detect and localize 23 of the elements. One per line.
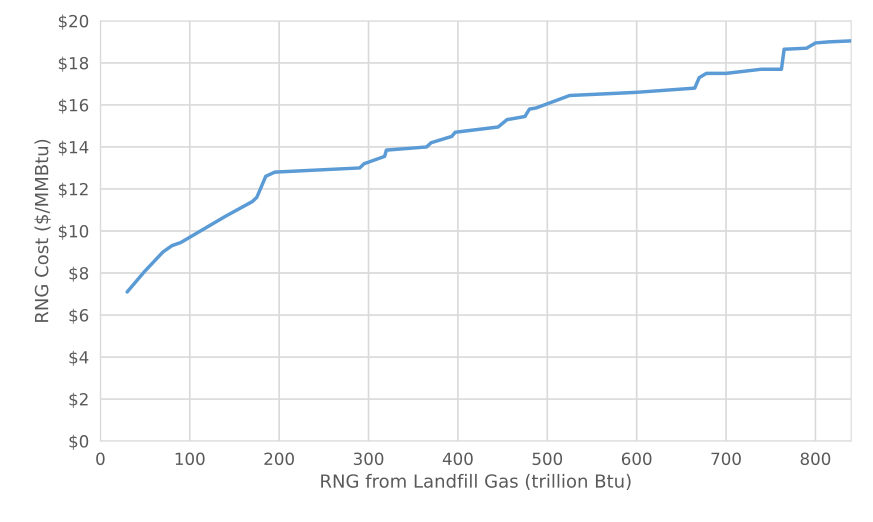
y-tick-label: $10 [58, 224, 88, 240]
y-tick-label: $4 [69, 350, 88, 366]
y-tick-label: $14 [58, 140, 88, 156]
x-tick-label: 500 [532, 452, 562, 466]
line-series [125, 39, 852, 294]
y-tick-label: $16 [58, 98, 88, 114]
x-tick-label: 300 [354, 452, 384, 466]
y-tick-label: $20 [58, 14, 88, 30]
y-tick-label: $0 [69, 434, 88, 450]
x-tick-label: 400 [442, 452, 473, 466]
y-tick-label: $8 [69, 266, 88, 282]
x-tick-label: 200 [264, 452, 294, 466]
x-axis-title: RNG from Landfill Gas (trillion Btu) [321, 474, 631, 490]
y-axis-title: RNG Cost ($/MMBtu) [34, 140, 51, 322]
x-tick-label: 800 [800, 452, 830, 466]
x-tick-label: 600 [622, 452, 652, 466]
x-tick-label: 0 [96, 452, 105, 466]
x-tick-label: 700 [712, 452, 741, 466]
y-tick-label: $18 [58, 56, 88, 72]
x-tick-label: 100 [176, 452, 205, 466]
y-tick-label: $12 [58, 182, 88, 198]
y-tick-label: $6 [69, 308, 88, 324]
y-tick-label: $2 [69, 392, 88, 408]
